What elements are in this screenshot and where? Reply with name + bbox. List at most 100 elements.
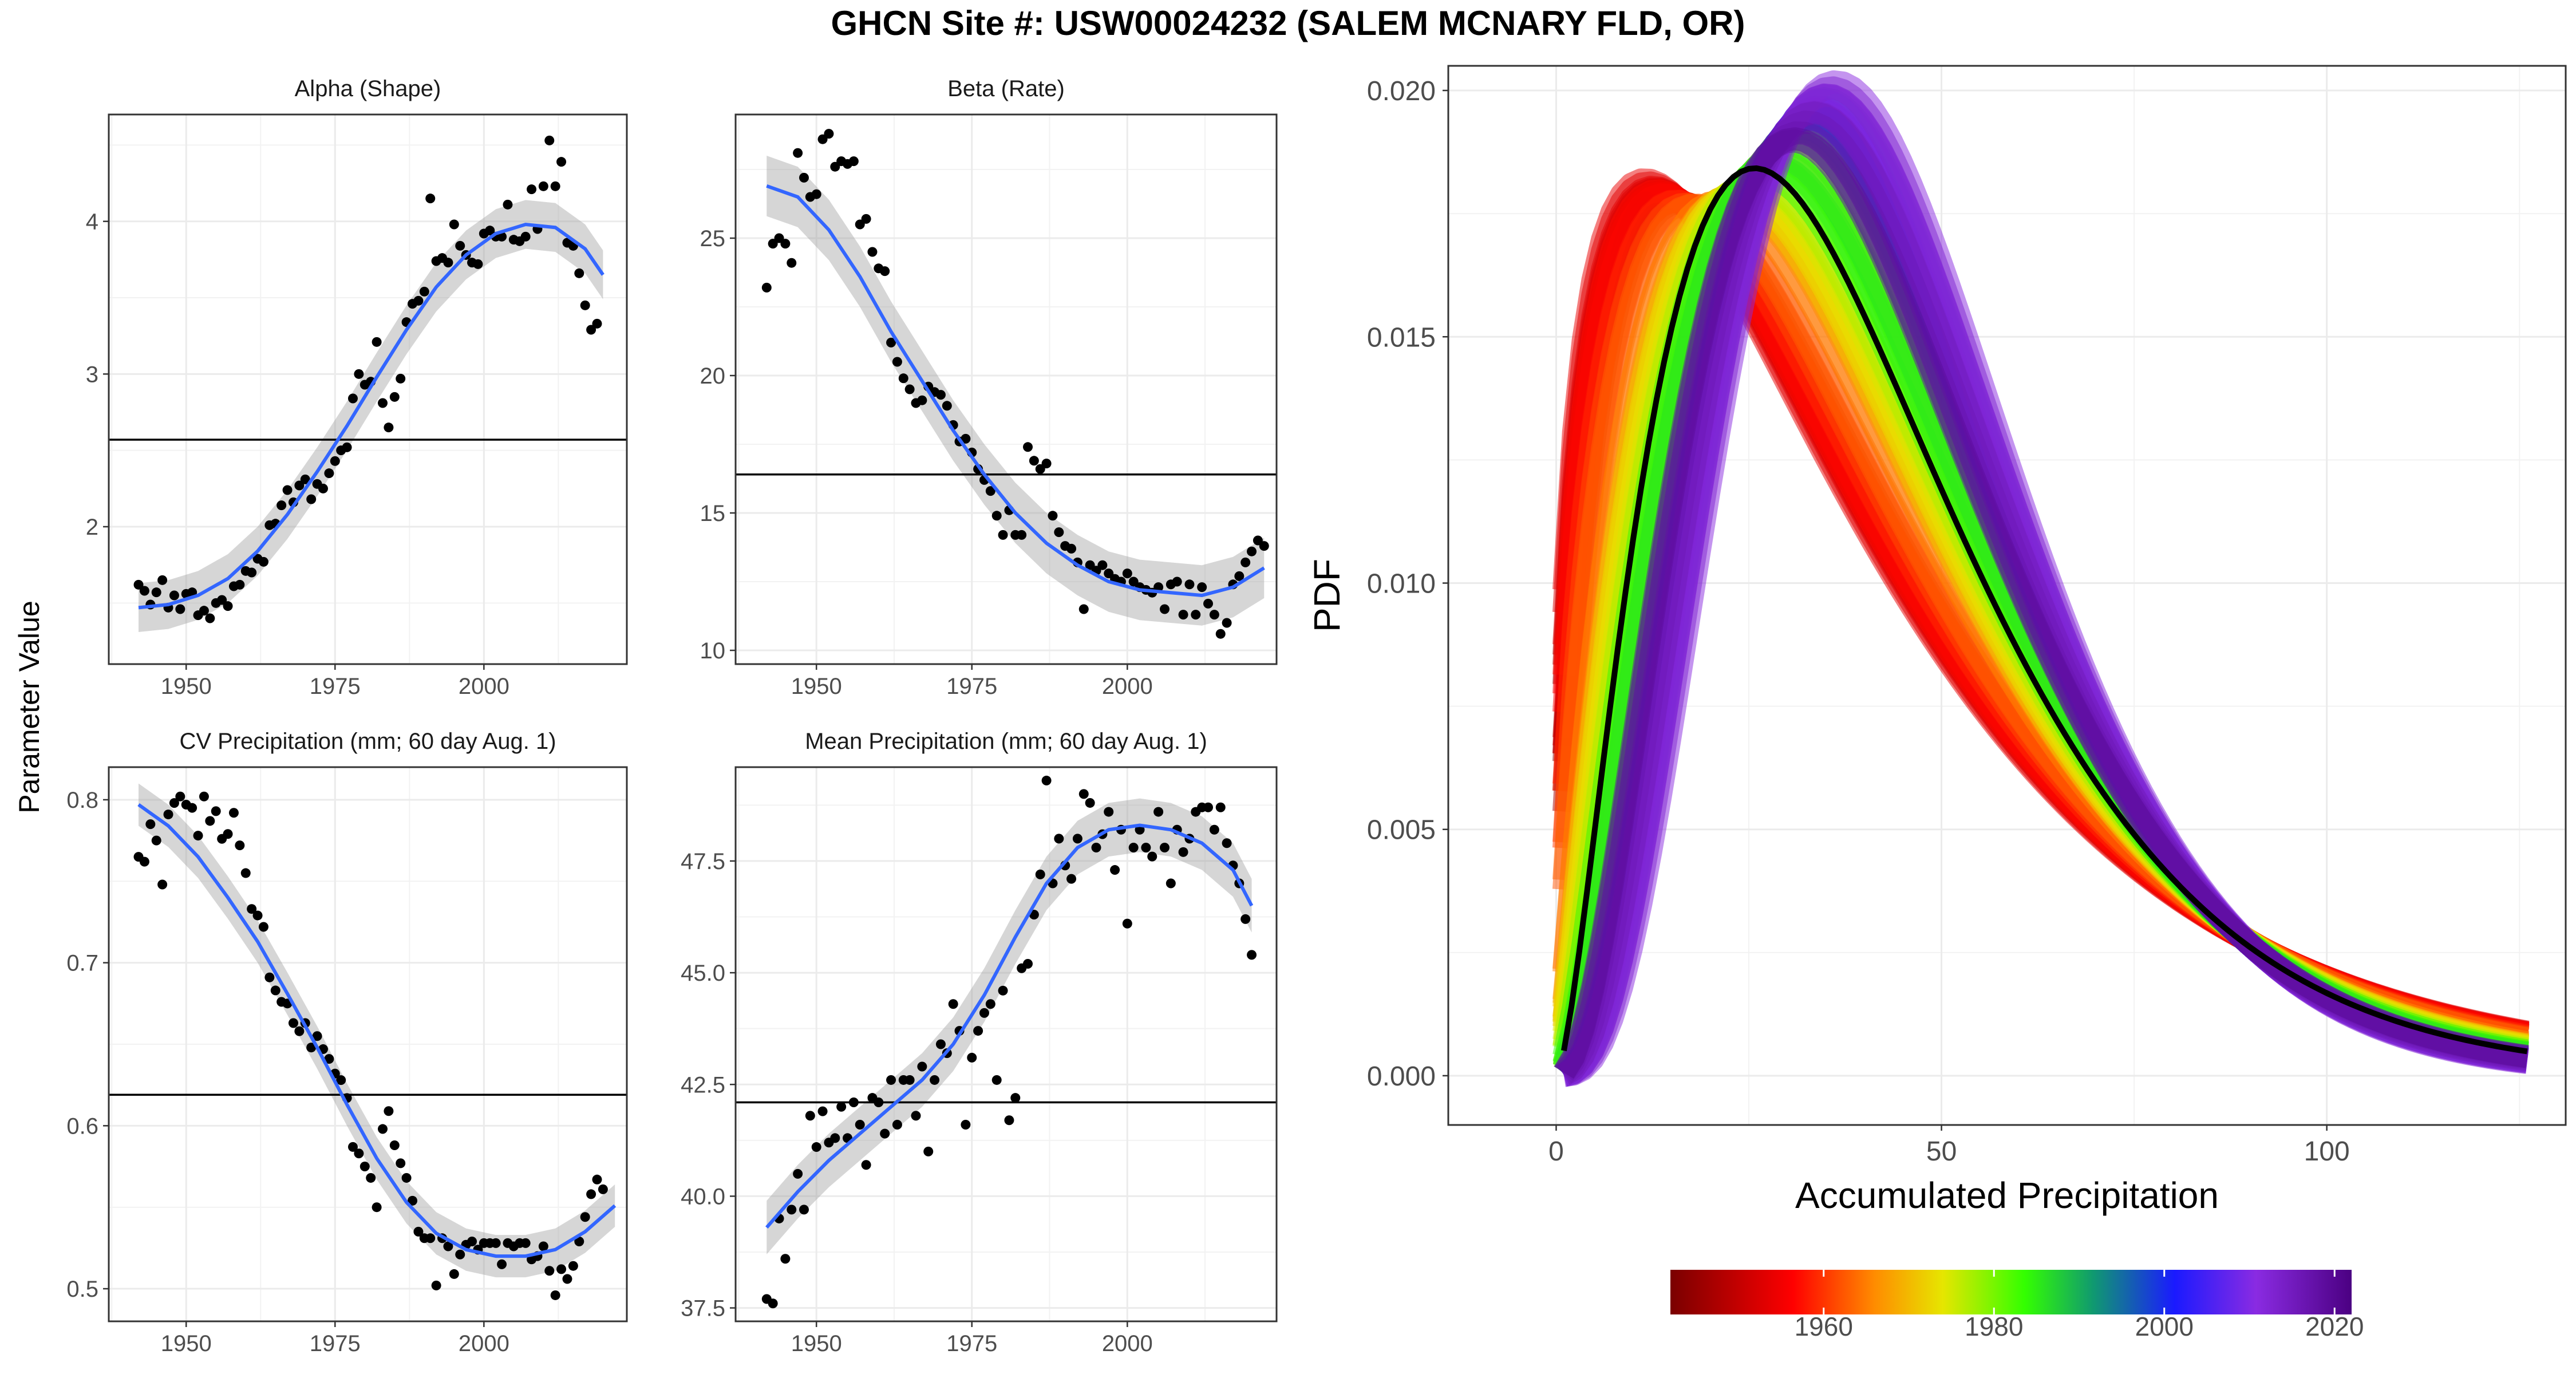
data-point	[998, 985, 1008, 996]
data-point	[1178, 847, 1188, 857]
data-point	[1035, 464, 1045, 474]
data-point	[419, 286, 429, 297]
data-point	[1078, 789, 1089, 799]
data-point	[1091, 843, 1101, 853]
data-point	[1247, 950, 1257, 960]
x-tick-label: 2000	[459, 674, 509, 699]
data-point	[1253, 535, 1263, 546]
data-point	[443, 258, 453, 268]
data-point	[580, 1212, 590, 1222]
data-point	[282, 485, 293, 495]
data-point	[1097, 560, 1108, 570]
data-point	[300, 474, 310, 484]
data-point	[520, 1238, 531, 1248]
fit-line	[765, 823, 1254, 1229]
data-point	[288, 1018, 298, 1028]
data-point	[930, 1075, 940, 1085]
data-point	[538, 1241, 548, 1251]
data-point	[880, 1128, 890, 1139]
data-point	[793, 1168, 803, 1179]
data-point	[1017, 530, 1027, 540]
panel-beta: 1950 1975 2000 10 15 20 25 Beta (Rate)	[700, 76, 1278, 699]
data-point	[1197, 582, 1207, 593]
data-point	[880, 266, 890, 277]
data-point	[830, 1133, 840, 1143]
page-title: GHCN Site #: USW00024232 (SALEM MCNARY F…	[831, 4, 1745, 42]
data-point	[556, 157, 567, 167]
data-point	[787, 1205, 797, 1215]
data-point	[991, 1075, 1002, 1085]
data-point	[1234, 571, 1244, 581]
data-point	[342, 442, 352, 452]
data-point	[768, 239, 778, 249]
data-point	[817, 134, 828, 144]
data-point	[1178, 610, 1188, 620]
data-point	[389, 1140, 400, 1151]
data-point	[1184, 579, 1195, 590]
data-point	[1041, 775, 1052, 785]
data-point	[228, 808, 239, 818]
data-point	[538, 181, 548, 191]
data-point	[1048, 511, 1058, 521]
data-point	[455, 240, 465, 251]
data-point	[205, 816, 215, 826]
y-tick-label: 20	[700, 364, 726, 389]
data-point	[306, 1043, 317, 1053]
data-point	[574, 1236, 584, 1246]
data-point	[366, 1172, 376, 1183]
data-point	[979, 1008, 989, 1018]
data-point	[761, 282, 772, 293]
data-point	[187, 803, 197, 813]
data-point	[574, 268, 584, 278]
data-point	[904, 1075, 915, 1085]
colorbar-tick-label: 1960	[1795, 1312, 1853, 1341]
colorbar	[1670, 1270, 2352, 1314]
data-point	[1209, 610, 1219, 620]
data-point	[1085, 797, 1095, 808]
data-point	[1023, 442, 1033, 452]
y-tick-label: 10	[700, 638, 726, 664]
data-point	[1122, 918, 1132, 929]
data-point	[175, 604, 185, 614]
data-point	[1222, 618, 1232, 628]
x-tick-label: 1975	[946, 674, 997, 699]
data-point	[336, 1075, 346, 1085]
y-tick-label: 42.5	[681, 1072, 725, 1097]
data-point	[1165, 878, 1176, 889]
data-point	[1029, 456, 1039, 466]
data-point	[917, 395, 927, 405]
data-point	[372, 1202, 382, 1213]
x-tick-label: 1950	[161, 674, 212, 699]
data-point	[151, 835, 161, 846]
data-point	[497, 1259, 507, 1269]
data-point	[550, 1290, 560, 1300]
data-point	[384, 1106, 394, 1116]
data-point	[258, 556, 268, 567]
data-point	[1010, 1093, 1021, 1103]
data-point	[1240, 557, 1251, 567]
panel-border	[108, 113, 628, 665]
x-tick-label: 1975	[310, 1331, 361, 1356]
data-point	[805, 1111, 815, 1121]
panel-border	[1447, 65, 2567, 1126]
data-point	[1035, 869, 1045, 879]
data-point	[544, 1266, 555, 1276]
data-point	[235, 579, 245, 590]
data-point	[998, 530, 1008, 540]
data-point	[1104, 568, 1114, 579]
plot-background	[736, 114, 1277, 664]
data-point	[223, 829, 233, 839]
data-point	[586, 325, 596, 335]
data-point	[1159, 604, 1170, 614]
data-point	[359, 1162, 370, 1172]
data-point	[503, 199, 513, 210]
data-point	[892, 1120, 902, 1130]
data-point	[1153, 807, 1164, 817]
y-tick-label: 0.8	[66, 788, 98, 813]
overall-density-curve	[1561, 165, 2528, 1055]
x-tick-label: 2000	[1102, 1331, 1153, 1356]
data-point	[169, 798, 179, 808]
panel-border	[734, 113, 1278, 665]
data-point	[378, 1124, 388, 1134]
